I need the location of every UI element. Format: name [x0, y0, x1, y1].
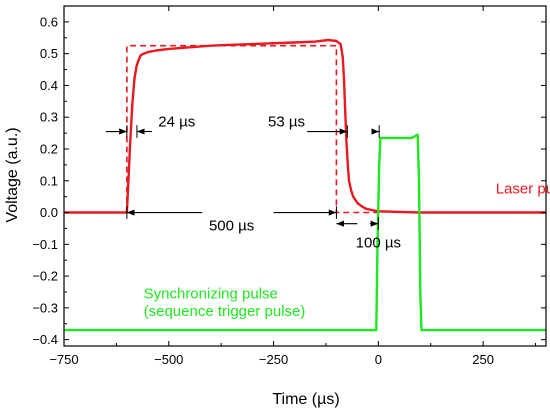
y-axis-title: Voltage (a.u.)	[4, 127, 21, 222]
annotation-label-5: Synchronizing pulse	[144, 285, 278, 302]
plot-area	[64, 38, 546, 332]
y-tick-label: 0.0	[40, 205, 58, 220]
x-tick-label: −750	[49, 352, 78, 367]
x-tick-label: 0	[375, 352, 382, 367]
axes-frame	[63, 5, 547, 347]
y-tick-label: 0.3	[40, 110, 58, 125]
x-tick-label: 250	[472, 352, 494, 367]
series-line-1	[126, 44, 379, 214]
y-tick-label: −0.3	[32, 300, 58, 315]
annotation-label-1: 53 µs	[268, 114, 305, 131]
x-tick-label: −500	[154, 352, 183, 367]
annotation-label-0: 24 µs	[158, 114, 195, 131]
y-tick-label: −0.2	[32, 269, 58, 284]
y-tick-label: 0.6	[40, 14, 58, 29]
y-tick-label: 0.2	[40, 141, 58, 156]
series-line-2	[64, 133, 546, 332]
y-tick-label: 0.5	[40, 46, 58, 61]
axes: −750 −500 −250 0 250 −0.4 −0.3 −0.2 −0.1 0.0 0.1 0.…	[32, 5, 547, 367]
series-line-0	[64, 38, 546, 214]
y-tick-label: −0.4	[32, 332, 58, 347]
y-tick-label: −0.1	[32, 237, 58, 252]
annotation-label-2: 500 µs	[209, 218, 254, 235]
annotation-label-4: Laser pulse	[496, 180, 550, 197]
y-tick-label: 0.1	[40, 173, 58, 188]
annotations: 24 µs 53 µs 500 µs 100 µs Laser pulse Synchro…	[105, 114, 550, 320]
x-axis-title: Time (µs)	[272, 391, 339, 408]
y-tick-label: 0.4	[40, 78, 58, 93]
annotation-label-3: 100 µs	[356, 234, 401, 251]
annotation-label-6: (sequence trigger pulse)	[144, 303, 306, 320]
x-tick-label: −250	[259, 352, 288, 367]
